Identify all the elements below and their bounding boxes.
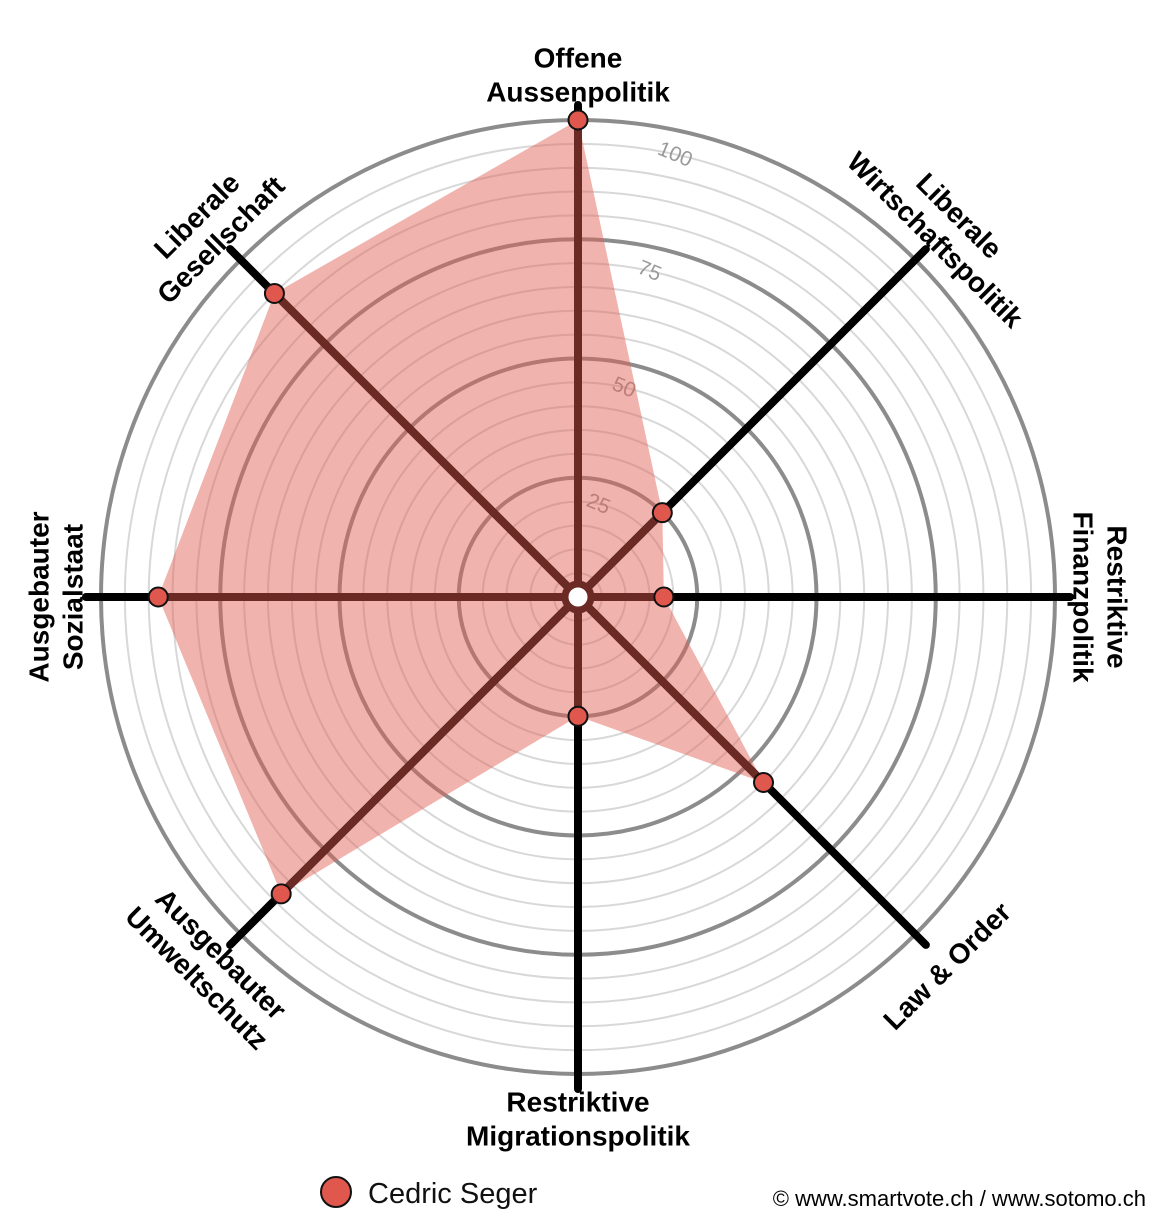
tick-label: 100 <box>654 137 695 172</box>
axis-label-line: Offene <box>534 43 623 74</box>
axis-label-line: Restriktive <box>1102 525 1133 668</box>
series-points <box>147 109 775 905</box>
axis-line-inside <box>574 593 768 787</box>
data-point <box>567 705 589 727</box>
data-point <box>651 502 673 524</box>
axis-label-line: Finanzpolitik <box>1068 511 1099 683</box>
axis-label-line: Ausgebauter <box>24 511 55 682</box>
axis-line-inside <box>574 508 667 601</box>
axis-label-line: Migrationspolitik <box>466 1121 690 1152</box>
legend-label: Cedric Seger <box>368 1178 538 1210</box>
tick-label: 75 <box>634 256 664 286</box>
legend: Cedric Seger <box>320 1176 538 1210</box>
center-hub <box>561 580 595 614</box>
legend-marker <box>320 1176 352 1208</box>
data-point <box>753 772 775 794</box>
axis-label-line: Aussenpolitik <box>486 77 670 108</box>
axis-line-inside <box>277 593 582 898</box>
data-point <box>263 282 285 304</box>
axis-lines <box>82 101 1074 1093</box>
axis-label-line: Restriktive <box>506 1087 649 1118</box>
data-point <box>653 586 675 608</box>
data-point <box>270 883 292 905</box>
axis-line-inside <box>270 289 582 601</box>
axis-label: Ausgebauter Sozialstaat <box>24 511 89 682</box>
axis-label-line: Sozialstaat <box>58 524 89 670</box>
credit-text: © www.smartvote.ch / www.sotomo.ch <box>773 1186 1146 1211</box>
data-point <box>147 586 169 608</box>
data-point <box>567 109 589 131</box>
series-area-polygon <box>158 120 764 894</box>
series-area <box>158 120 764 894</box>
